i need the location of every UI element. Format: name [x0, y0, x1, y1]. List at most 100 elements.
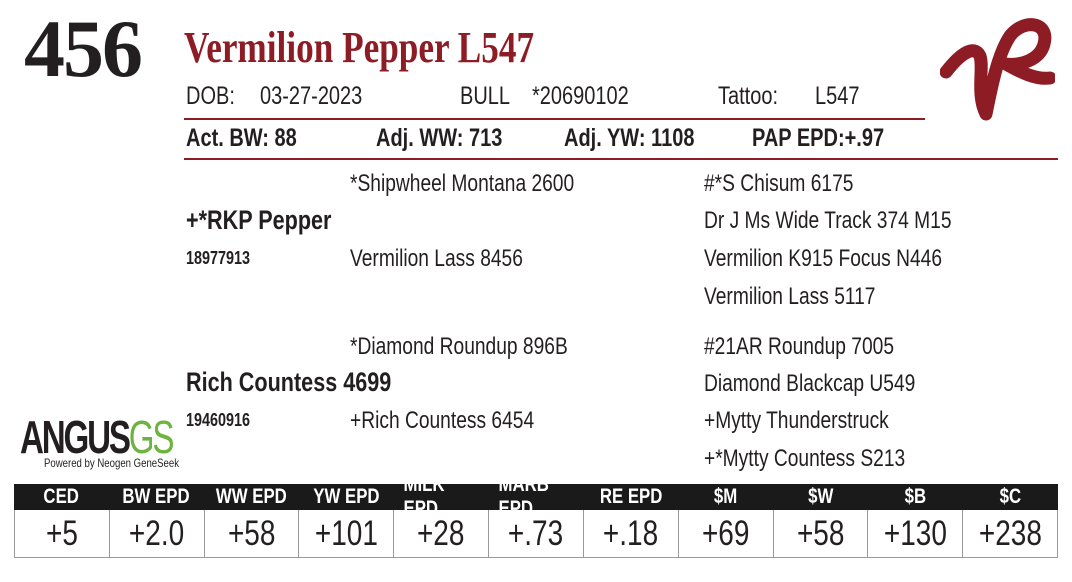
epd-header: $C	[963, 484, 1058, 510]
stat-label: Adj. YW:	[564, 124, 646, 152]
text: Diamond Blackcap U549	[704, 370, 916, 397]
text: *Shipwheel Montana 2600	[350, 170, 575, 197]
text: +238	[978, 513, 1042, 553]
epd-header: RE EPD	[583, 484, 678, 510]
dam-dam: +Rich Countess 6454	[350, 407, 580, 435]
epd-value: +58	[772, 510, 868, 557]
tattoo: L547	[815, 82, 871, 111]
sire-reg: 18977913	[186, 248, 266, 269]
epd-header-row: CED BW EPD WW EPD YW EPD MILK EPD MARB EPD RE …	[14, 484, 1058, 510]
grandparent: +*Mytty Countess S213	[704, 445, 955, 473]
epd-header: CED	[14, 484, 109, 510]
stat-label: Adj. WW:	[376, 124, 464, 152]
stat: Adj. WW: 713	[376, 124, 534, 153]
epd-value: +130	[867, 510, 962, 557]
brand-logo	[940, 18, 1055, 121]
dob: 03-27-2023	[260, 82, 388, 111]
animal-name: Vermilion Pepper L547	[184, 22, 622, 73]
text: 03-27-2023	[260, 82, 363, 110]
epd-header: $W	[773, 484, 868, 510]
epd-header: $B	[868, 484, 963, 510]
tattoo-label: Tattoo:	[718, 82, 793, 111]
text: +58	[796, 513, 845, 553]
text: +69	[701, 513, 750, 553]
lot-number: 456	[24, 3, 143, 94]
text: L547	[815, 82, 860, 110]
epd-value: +238	[962, 510, 1057, 557]
text: Adj. WW: 713	[376, 124, 502, 153]
epd-value: +58	[203, 510, 299, 557]
text: +2.0	[129, 513, 185, 553]
text: PAP EPD:+.97	[752, 124, 884, 153]
epd-value: +28	[393, 510, 488, 557]
text: 19460916	[186, 410, 251, 430]
text: Tattoo:	[718, 82, 779, 110]
text: +*RKP Pepper	[186, 205, 332, 235]
sex: BULL	[460, 82, 523, 111]
text: +Mytty Thunderstruck	[704, 407, 889, 434]
text: +*Mytty Countess S213	[704, 445, 906, 472]
grandparent: Vermilion Lass 5117	[704, 283, 918, 311]
stat-value: 88	[274, 124, 297, 152]
registration: *20690102	[532, 82, 653, 111]
epd-value: +69	[677, 510, 773, 557]
logo-main: ANGUS	[20, 411, 131, 463]
grandparent: Dr J Ms Wide Track 374 M15	[704, 207, 1013, 235]
text: Vermilion Lass 5117	[704, 283, 876, 310]
text: $M	[714, 485, 738, 508]
text: $B	[904, 485, 927, 508]
text: DOB:	[186, 82, 235, 110]
epd-value: +5	[15, 510, 109, 557]
text: BW EPD	[122, 485, 190, 508]
text: +130	[883, 513, 947, 553]
epd-header: BW EPD	[109, 484, 204, 510]
stat: Act. BW: 88	[186, 124, 324, 153]
text: Vermilion Lass 8456	[350, 245, 523, 272]
text: +.18	[603, 513, 659, 553]
text: Vermilion K915 Focus N446	[704, 245, 942, 272]
stat: Adj. YW: 1108	[564, 124, 727, 153]
stat-label: Act. BW:	[186, 124, 269, 152]
epd-header: MILK EPD	[394, 484, 489, 510]
logo-text: ANGUSGS	[20, 410, 175, 464]
grandparent: +Mytty Thunderstruck	[704, 407, 935, 435]
text: 18977913	[186, 248, 251, 268]
text: Dr J Ms Wide Track 374 M15	[704, 207, 952, 234]
sire: +*RKP Pepper	[186, 205, 368, 236]
animal-name-text: Vermilion Pepper L547	[184, 23, 535, 72]
text: YW EPD	[313, 485, 380, 508]
grandparent: Diamond Blackcap U549	[704, 370, 968, 398]
text: WW EPD	[215, 485, 287, 508]
epd-value-row: +5 +2.0 +58 +101 +28 +.73 +.18 +69 +58 +130 +238	[14, 510, 1058, 558]
text: +28	[417, 513, 465, 553]
text: #21AR Roundup 7005	[704, 333, 895, 360]
angus-logo: ANGUSGS	[20, 410, 232, 464]
grandparent: Vermilion K915 Focus N446	[704, 245, 1002, 273]
text: CED	[43, 485, 80, 508]
epd-value: +.73	[488, 510, 583, 557]
rule	[184, 118, 925, 120]
epd-value: +.18	[582, 510, 678, 557]
logo-suffix: GS	[128, 411, 175, 463]
text: +58	[227, 513, 276, 553]
text: BULL	[460, 82, 511, 110]
text: $C	[999, 485, 1022, 508]
rule	[184, 158, 1058, 160]
stat-value: 713	[468, 124, 503, 152]
text: +5	[45, 513, 78, 553]
dam-reg: 19460916	[186, 410, 266, 431]
text: MARB EPD	[498, 484, 549, 510]
text: Powered by Neogen GeneSeek	[44, 456, 180, 470]
epd-value: +2.0	[108, 510, 204, 557]
epd-header: $M	[678, 484, 773, 510]
stat-value: 1108	[651, 124, 695, 152]
text: RE EPD	[599, 485, 663, 508]
text: +.73	[508, 513, 564, 553]
text: MILK EPD	[403, 484, 445, 510]
grandparent: #21AR Roundup 7005	[704, 333, 942, 361]
text: +Rich Countess 6454	[350, 407, 535, 434]
stat-value: +.97	[844, 124, 885, 152]
text: Act. BW: 88	[186, 124, 297, 153]
dam: Rich Countess 4699	[186, 367, 443, 398]
epd-header: YW EPD	[299, 484, 394, 510]
